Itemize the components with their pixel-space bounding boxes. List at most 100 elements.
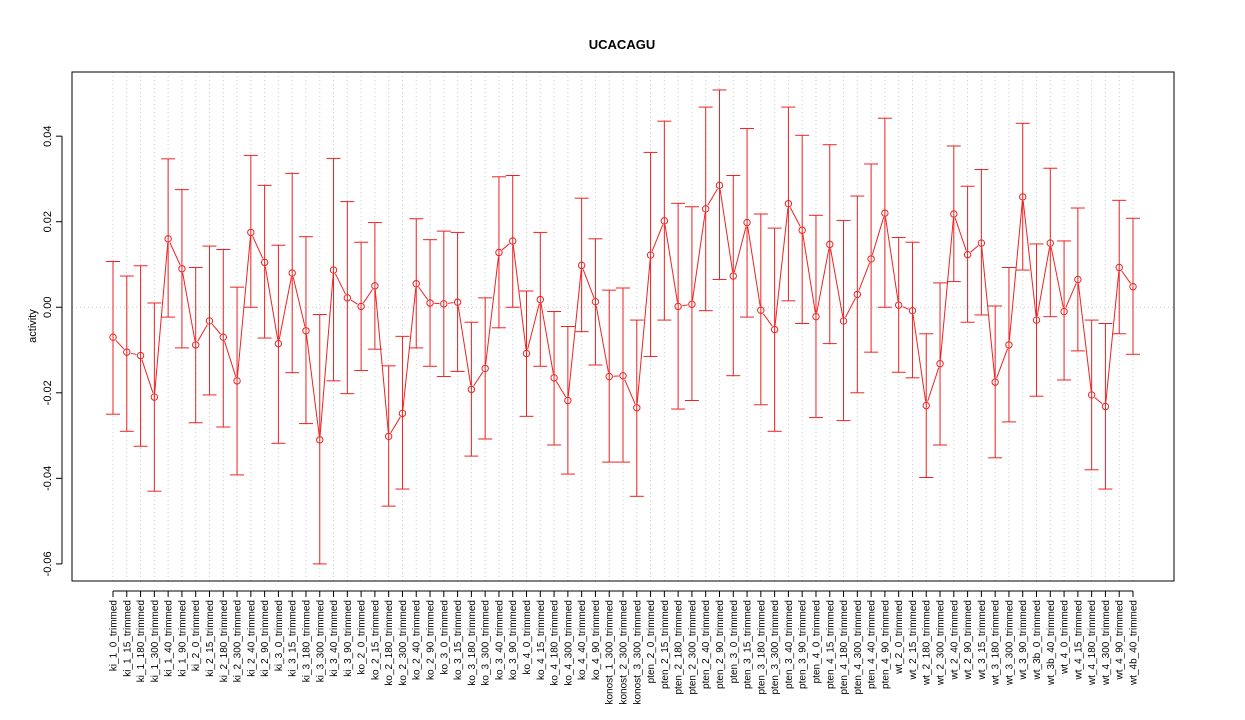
data-point	[922, 401, 930, 410]
data-point	[357, 302, 365, 311]
data-point	[164, 235, 172, 243]
series-segment	[374, 290, 389, 433]
series-segment	[567, 269, 582, 397]
data-point	[1115, 263, 1123, 272]
data-point	[550, 374, 558, 382]
data-point	[302, 327, 310, 335]
series-segment	[1008, 201, 1023, 341]
data-point	[1129, 283, 1137, 291]
x-tick-label: wt_3_180_trimmed	[991, 600, 1002, 686]
series-segment	[802, 234, 816, 313]
series-segment	[582, 269, 595, 298]
x-tick-label: pten_4_180_trimmed	[839, 600, 850, 695]
x-tick-label: ki_1_300_trimmed	[150, 600, 161, 682]
series-segment	[912, 314, 927, 402]
series-segment	[624, 379, 636, 405]
y-tick-label: 0.00	[42, 297, 54, 318]
x-tick-label: wt_4_15_trimmed	[1073, 600, 1084, 680]
x-tick-label: wt_4_300_trimmed	[1101, 600, 1112, 686]
error-bars	[106, 89, 1140, 565]
data-point	[1005, 341, 1013, 349]
data-point	[991, 378, 999, 386]
series-segment	[981, 247, 996, 378]
x-tick-label: ko_2_0_trimmed	[357, 600, 368, 674]
data-point	[757, 306, 765, 314]
data-point	[646, 251, 655, 259]
x-tick-label: ki_2_40_trimmed	[246, 600, 257, 677]
x-tick-label: ki_2_0_trimmed	[191, 600, 202, 671]
x-tick-label: ko_4_300_trimmed	[563, 600, 574, 686]
x-tick-label: ki_3_40_trimmed	[329, 600, 340, 677]
series-segment	[402, 287, 417, 410]
x-tick-label: wt_4_0_trimmed	[1060, 600, 1071, 675]
series-segment	[902, 306, 909, 310]
y-tick-label: 0.04	[42, 125, 54, 146]
x-tick-label: ki_3_300_trimmed	[315, 600, 326, 682]
series-segment	[927, 367, 940, 402]
series-segment	[485, 256, 499, 365]
x-tick-label: wt_3_15_trimmed	[977, 600, 988, 680]
data-point	[233, 377, 241, 385]
data-point	[619, 371, 627, 380]
x-tick-label: wt_4_180_trimmed	[1087, 600, 1098, 686]
x-tick-label: wt_2_40_trimmed	[949, 600, 960, 680]
x-tick-label: pten_2_180_trimmed	[674, 600, 685, 695]
series-segment	[1105, 271, 1120, 403]
series-segment	[527, 303, 540, 350]
data-point	[894, 301, 903, 309]
data-point	[343, 294, 352, 302]
data-point	[247, 228, 255, 237]
x-tick-label: ki_1_15_trimmed	[122, 600, 133, 677]
series-segment	[501, 243, 510, 251]
x-tick-label: ko_4_90_trimmed	[591, 600, 602, 680]
x-axis: ki_1_0_trimmed ki_1_15_trimmed ki_1_180_tr…	[109, 590, 1140, 705]
data-point	[123, 348, 131, 356]
series-segment	[473, 371, 484, 387]
x-tick-label: pten_4_15_trimmed	[825, 600, 836, 689]
data-point	[977, 239, 986, 247]
data-point	[963, 250, 972, 259]
x-tick-label: pten_3_40_trimmed	[784, 600, 795, 689]
series-segment	[169, 242, 181, 266]
series-segment	[306, 334, 320, 436]
series-segment	[236, 236, 251, 377]
data-point	[1101, 402, 1110, 411]
data-point	[219, 333, 227, 341]
data-point	[178, 265, 186, 273]
data-point	[274, 339, 283, 348]
series-line	[115, 188, 1131, 436]
series-segment	[774, 207, 789, 326]
y-axis: -0.06 -0.04 -0.02 0.00 0.02 0.04	[42, 125, 63, 576]
x-tick-label: pten_3_15_trimmed	[743, 600, 754, 689]
x-tick-label: pten_3_90_trimmed	[798, 600, 809, 689]
data-point	[453, 298, 462, 306]
series-segment	[1065, 283, 1077, 308]
series-segment	[816, 248, 830, 313]
y-tick-label: 0.02	[42, 211, 54, 232]
series-segment	[418, 286, 428, 300]
y-tick-label: -0.04	[42, 466, 54, 491]
x-tick-label: ki_1_180_trimmed	[136, 600, 147, 682]
series-segment	[970, 245, 979, 253]
x-tick-label: ko_3_180_trimmed	[467, 600, 478, 686]
x-tick-label: ki_2_180_trimmed	[219, 600, 230, 682]
data-point	[729, 272, 737, 280]
x-tick-label: ki_3_0_trimmed	[274, 600, 285, 671]
x-tick-label: ki_3_15_trimmed	[288, 600, 299, 677]
series-segment	[350, 299, 358, 305]
x-tick-label: wt_3_90_trimmed	[1018, 600, 1029, 680]
data-point	[1060, 307, 1068, 316]
data-point	[950, 210, 958, 218]
x-tick-label: wt_2_180_trimmed	[922, 600, 933, 686]
series-segment	[334, 273, 346, 295]
x-tick-label: ko_4_15_trimmed	[536, 600, 547, 680]
x-tick-label: ko_2_40_trimmed	[412, 600, 423, 680]
data-point	[867, 255, 875, 263]
data-point	[1074, 275, 1082, 284]
data-point	[577, 261, 586, 270]
series-segment	[1121, 270, 1131, 284]
data-point	[536, 295, 544, 304]
series-segment	[512, 245, 527, 350]
x-tick-label: konost_2_300_trimmed	[619, 600, 630, 705]
